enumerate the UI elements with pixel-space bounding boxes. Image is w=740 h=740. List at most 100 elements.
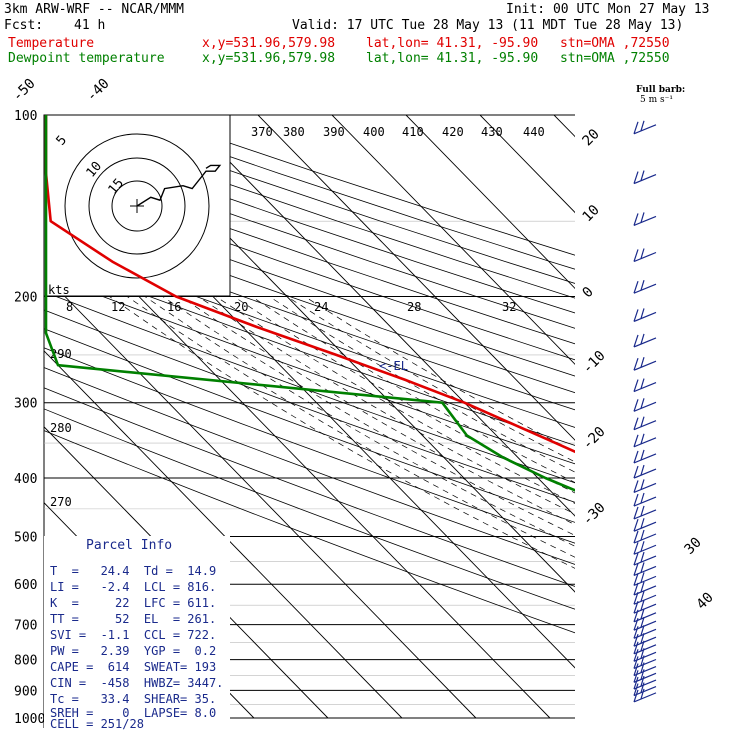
wind-barb-flag (640, 492, 645, 504)
isotherm-line (44, 274, 477, 719)
wind-barb-flag (633, 249, 639, 262)
hodograph-ring (88, 157, 186, 255)
theta-label: 430 (481, 125, 503, 139)
temperature-legend-xy: x,y=531.96,579.98 (202, 36, 336, 51)
wind-barb-flag (633, 592, 639, 605)
wind-barb (633, 665, 657, 677)
wind-barb-flag (640, 449, 645, 461)
parcel-row: PW = 2.39 YGP = 0.2 (50, 644, 217, 658)
theta-label: 370 (251, 125, 273, 139)
isotherm-line (183, 115, 575, 517)
pressure-tick-label: 100 (14, 109, 37, 124)
moist-adiabat-line (269, 296, 575, 473)
dry-adiabat-line (44, 328, 575, 523)
pressure-tick-label: 900 (14, 684, 37, 699)
dry-adiabat-line (44, 207, 575, 394)
pressure-labels: 100 200 300 400 500 600 700 800 900 1000 (14, 109, 45, 727)
isotherm-line (702, 115, 740, 718)
wind-barb-flag (640, 212, 645, 223)
dry-adiabat-label: 270 (50, 495, 72, 509)
wind-barb-flag (640, 675, 645, 687)
wind-barb-flag (640, 398, 645, 409)
wind-barb (633, 679, 657, 690)
wind-barb (633, 420, 657, 431)
dry-adiabat-line (44, 408, 575, 610)
isotherm-tick-label: 20 (580, 126, 603, 149)
valid-time: Valid: 17 UTC Tue 28 May 13 (11 MDT Tue … (292, 18, 684, 33)
theta-label: 440 (523, 125, 545, 139)
isotherm-tick-label: -50 (10, 76, 39, 105)
pressure-tick-label: 200 (14, 291, 37, 306)
forecast-label: Fcst: (4, 18, 44, 33)
wind-barb-flag (633, 649, 639, 662)
wind-barb-flag (633, 465, 639, 479)
wind-barb-flag (640, 170, 645, 181)
dry-adiabat-line (44, 347, 575, 544)
wind-barb-flag (633, 626, 639, 639)
wind-barb (633, 124, 657, 135)
hodograph-speed-label: 20 (234, 300, 248, 314)
dry-adiabat-line (44, 256, 575, 446)
wind-barb-flag (640, 655, 645, 666)
isotherm-line (257, 115, 575, 441)
wind-barb-flag (640, 464, 645, 476)
wind-barb-flag (640, 648, 645, 659)
dewpoint-trace (44, 115, 575, 492)
wind-barb-flag (640, 581, 645, 593)
parcel-row: CELL = 251/28 (50, 717, 144, 731)
wind-barb-flag (640, 357, 645, 368)
wind-barb-flag (633, 689, 639, 703)
wind-barb-flag (633, 121, 639, 134)
wind-barb-flag (633, 399, 639, 412)
dry-adiabat-line (44, 387, 575, 587)
wind-barb-flag (633, 213, 639, 226)
hodograph-speed-label: 8 (66, 300, 73, 314)
moist-adiabat-line (162, 296, 575, 536)
wind-barb-flag (633, 563, 639, 576)
parcel-info-title: Parcel Info (86, 538, 173, 553)
temperature-legend-stn: stn=OMA ,72550 (560, 36, 670, 51)
isotherm-tick-label: -10 (580, 348, 609, 377)
wind-barb (633, 496, 657, 507)
hodograph-trace (136, 164, 222, 207)
parcel-row: CIN = -458 HWBZ= 3447. (50, 676, 224, 690)
isotherm-tick-label: -20 (580, 424, 609, 453)
model-title: 3km ARW-WRF -- NCAR/MMM (4, 2, 185, 17)
wind-barb-flag (640, 625, 645, 636)
isotherm-line (44, 350, 403, 719)
moist-adiabat-line (144, 296, 575, 547)
wind-barb-flag (633, 582, 639, 596)
wind-barb (633, 215, 657, 226)
wind-barb-flag (633, 609, 639, 623)
hodograph-ring (64, 133, 210, 279)
wind-barb (633, 401, 657, 412)
wind-barb-flag (640, 551, 645, 563)
barb-key-units: 5 m s⁻¹ (640, 95, 673, 105)
moist-adiabat-line (233, 296, 575, 494)
wind-barb (633, 672, 657, 683)
wind-barb-flag (633, 670, 639, 683)
barb-key-title: Full barb: (636, 85, 686, 95)
wind-barb-flag (640, 120, 645, 131)
wind-barb-flag (633, 334, 639, 348)
temperature-legend-latlon: lat,lon= 41.31, -95.90 (366, 36, 539, 51)
wind-barb-flag (633, 434, 639, 448)
wind-barb-flag (640, 600, 645, 611)
theta-label: 420 (442, 125, 464, 139)
wind-barb-flag (640, 662, 645, 673)
wind-barb (633, 437, 657, 448)
wind-barb-flag (640, 688, 645, 700)
hodograph-speed-label: 16 (167, 300, 181, 314)
moist-adiabat-line (198, 296, 575, 515)
wind-barb-flag (640, 248, 645, 259)
theta-label: 400 (363, 125, 385, 139)
wind-barb-flag (640, 640, 645, 652)
wind-barb-flag (640, 572, 645, 583)
wind-barb (633, 453, 657, 464)
isotherm-line (405, 115, 575, 289)
wind-barb-flag (640, 333, 645, 345)
wind-barb-flag (633, 663, 639, 676)
wind-barb-flag (633, 683, 639, 696)
wind-barb-flag (633, 358, 639, 371)
